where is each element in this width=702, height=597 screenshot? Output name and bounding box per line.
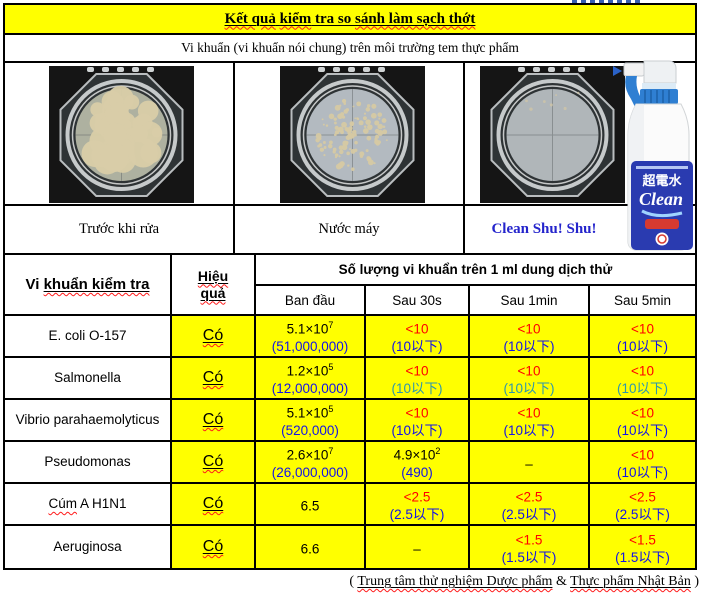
- bacteria-name: Vibrio parahaemolyticus: [5, 400, 172, 440]
- effective-cell: Có: [172, 442, 256, 482]
- header-count-span: Số lượng vi khuẩn trên 1 ml dung dịch th…: [256, 255, 695, 286]
- photo-cell-tap-water: [235, 63, 465, 204]
- bottle-brand-en: Clean: [639, 189, 683, 209]
- count-initial: 2.6×107 (26,000,000): [256, 442, 366, 482]
- header-bacteria-tested: Vi khuẩn kiểm tra: [5, 255, 172, 314]
- count-30s: <2.5 (2.5以下): [366, 484, 470, 524]
- header-time-initial: Ban đầu: [256, 286, 366, 314]
- table-row: Salmonella Có 1.2×105 (12,000,000) <10 (10…: [5, 358, 695, 400]
- count-initial: 1.2×105 (12,000,000): [256, 358, 366, 398]
- bottle-nozzle: [623, 62, 645, 77]
- petri-dish-photo-before-wash: [49, 65, 194, 203]
- source-credit: ( Trung tâm thử nghiệm Dược phẩm & Thực …: [349, 574, 699, 589]
- count-1min: <10 (10以下): [470, 400, 590, 440]
- count-initial: 5.1×107 (51,000,000): [256, 316, 366, 356]
- count-1min: –: [470, 442, 590, 482]
- effective-cell: Có: [172, 526, 256, 568]
- bottle-brand-jp: 超電水: [642, 173, 682, 188]
- count-30s: 4.9×102 (490): [366, 442, 470, 482]
- count-5min: <10 (10以下): [590, 358, 695, 398]
- table-row: E. coli O-157 Có 5.1×107 (51,000,000) <10…: [5, 316, 695, 358]
- header-time-5min: Sau 5min: [613, 292, 672, 308]
- title-text: Kết quả: [224, 10, 276, 27]
- petri-dish-photo-tap-water: [280, 65, 425, 203]
- count-30s: <10 (10以下): [366, 358, 470, 398]
- effective-cell: Có: [172, 484, 256, 524]
- table-row: Cúm A H1N1 Có 6.5 <2.5 (2.5以下) <2.5 (2.5以下…: [5, 484, 695, 526]
- caption-before-wash: Trước khi rửa: [5, 206, 235, 253]
- effective-cell: Có: [172, 316, 256, 356]
- count-initial: 5.1×105 (520,000): [256, 400, 366, 440]
- count-30s: <10 (10以下): [366, 400, 470, 440]
- spray-bottle-photo: 超電水 Clean: [613, 60, 693, 251]
- results-table: Kết quả kiểm tra so sánh làm sạch thớt V…: [3, 3, 697, 570]
- bottle-label-logo: [657, 234, 667, 244]
- table-row: Vibrio parahaemolyticus Có 5.1×105 (520,0…: [5, 400, 695, 442]
- photo-row: [5, 63, 695, 206]
- caption-row: Trước khi rửa Nước máy Clean Shu! Shu!: [5, 206, 695, 255]
- subtitle: Vi khuẩn (vi khuẩn nói chung) trên môi t…: [5, 35, 695, 63]
- count-30s: –: [366, 526, 470, 568]
- bullet-triangle-icon: [613, 66, 622, 76]
- bacteria-name: Pseudomonas: [5, 442, 172, 482]
- count-5min: <10 (10以下): [590, 316, 695, 356]
- count-1min: <10 (10以下): [470, 358, 590, 398]
- count-1min: <2.5 (2.5以下): [470, 484, 590, 524]
- count-initial: 6.5: [256, 484, 366, 524]
- bacteria-name: Aeruginosa: [5, 526, 172, 568]
- photo-cell-before-wash: [5, 63, 235, 204]
- header-effectiveness: Hiệu quả: [172, 255, 256, 314]
- bacteria-name: E. coli O-157: [5, 316, 172, 356]
- bacteria-name: Salmonella: [5, 358, 172, 398]
- photo-cell-clean-shu-shu: [465, 63, 695, 204]
- count-1min: <1.5 (1.5以下): [470, 526, 590, 568]
- header-time-30s: Sau 30s: [366, 286, 470, 314]
- caption-tap-water: Nước máy: [235, 206, 465, 253]
- subtitle-text: Vi khuẩn (vi khuẩn nói chung) trên môi t…: [181, 40, 519, 55]
- page-title: Kết quả kiểm tra so sánh làm sạch thớt: [5, 5, 695, 35]
- table-row: Aeruginosa Có 6.6 – <1.5 (1.5以下) <1.5 (1.5…: [5, 526, 695, 568]
- effective-cell: Có: [172, 358, 256, 398]
- count-5min: <1.5 (1.5以下): [590, 526, 695, 568]
- bacteria-name: Cúm A H1N1: [5, 484, 172, 524]
- count-5min: <10 (10以下): [590, 442, 695, 482]
- table-header: Vi khuẩn kiểm tra Hiệu quả Số lượng vi k…: [5, 255, 695, 316]
- cropped-text-marks: [572, 0, 642, 4]
- count-5min: <10 (10以下): [590, 400, 695, 440]
- caption-clean-shu-shu: Clean Shu! Shu!: [491, 221, 597, 237]
- count-1min: <10 (10以下): [470, 316, 590, 356]
- header-counts-group: Số lượng vi khuẩn trên 1 ml dung dịch th…: [256, 255, 695, 314]
- count-30s: <10 (10以下): [366, 316, 470, 356]
- bottle-label-badge: [645, 219, 679, 229]
- bottle-head: [643, 60, 677, 84]
- count-5min: <2.5 (2.5以下): [590, 484, 695, 524]
- table-row: Pseudomonas Có 2.6×107 (26,000,000) 4.9×1…: [5, 442, 695, 484]
- header-time-1min: Sau 1min: [470, 286, 590, 314]
- count-initial: 6.6: [256, 526, 366, 568]
- effective-cell: Có: [172, 400, 256, 440]
- petri-dish-photo-clean-shu-shu: [480, 65, 625, 203]
